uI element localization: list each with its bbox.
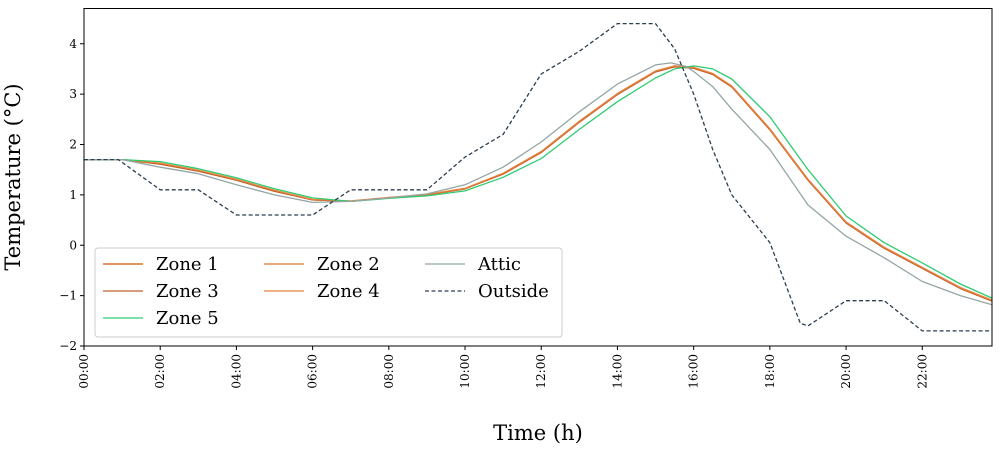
y-tick-label: 0 [69,238,77,252]
legend-label-zone-1: Zone 1 [156,254,219,275]
plot-area-frame [83,8,993,347]
series-lines [84,22,993,332]
x-tick-label: 00:00 [77,354,91,389]
legend-label-outside: Outside [478,281,549,302]
y-tick-label: 4 [69,37,77,51]
y-tick-label: −1 [59,289,77,303]
series-line-attic [84,62,993,306]
x-tick-label: 18:00 [763,354,777,389]
y-tick-label: 2 [69,138,77,152]
x-axis: 00:00 02:00 04:00 06:00 08:00 10:00 12:00 14:00… [77,346,929,389]
legend-label-zone-3: Zone 3 [156,281,219,302]
x-tick-label: 08:00 [382,354,396,389]
x-tick-label: 10:00 [458,354,472,389]
x-tick-label: 22:00 [915,354,929,389]
y-axis-title: Temperature (°C) [1,83,25,270]
x-axis-title: Time (h) [493,421,583,445]
legend-label-zone-2: Zone 2 [317,254,380,275]
x-tick-label: 12:00 [534,354,548,389]
y-tick-label: 1 [69,188,77,202]
x-tick-label: 06:00 [306,354,320,389]
x-tick-label: 02:00 [153,354,167,389]
legend-label-attic: Attic [477,254,521,275]
y-axis: −2 −1 0 1 2 3 4 [59,37,84,353]
x-tick-label: 14:00 [610,354,624,389]
legend-box [94,247,563,338]
y-tick-label: 3 [69,87,77,101]
legend: Zone 1 Zone 3 Zone 5 Zone 2 Zone 4 Attic Outsi… [94,247,563,338]
series-line-zone-3 [84,66,993,302]
legend-label-zone-5: Zone 5 [156,308,219,329]
series-line-zone-5 [84,65,993,299]
y-tick-label: −2 [59,339,77,353]
series-line-outside [84,22,992,332]
legend-label-zone-4: Zone 4 [317,281,380,302]
series-line-zone-4 [84,65,993,301]
x-tick-label: 16:00 [687,354,701,389]
x-tick-label: 04:00 [229,354,243,389]
x-tick-label: 20:00 [839,354,853,389]
